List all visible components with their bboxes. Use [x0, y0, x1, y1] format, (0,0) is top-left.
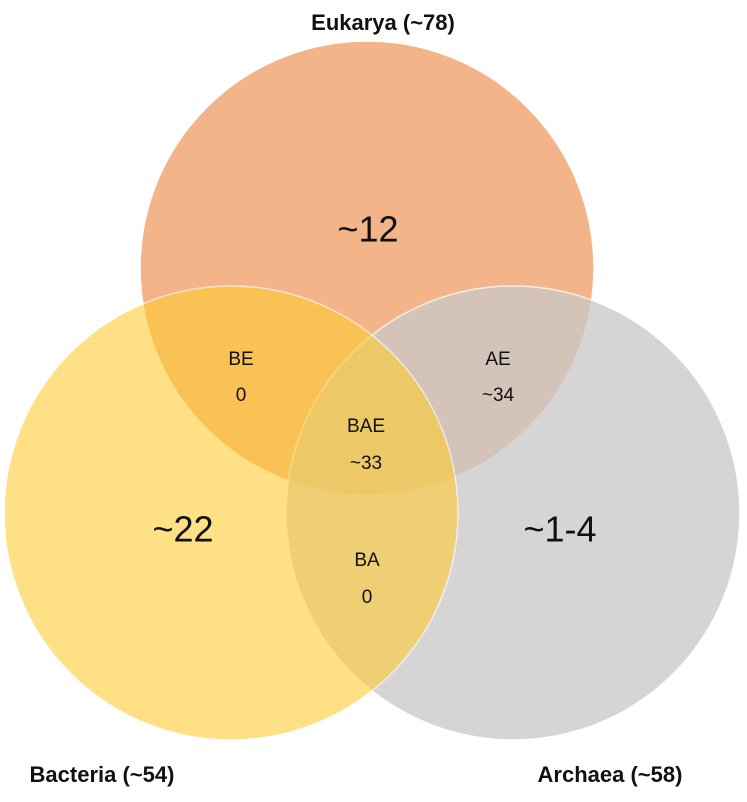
region-value: ~33	[350, 453, 382, 474]
region-label: BE	[228, 349, 253, 370]
region-value: ~34	[482, 385, 515, 406]
region-value: 0	[362, 587, 373, 608]
region-label: BAE	[347, 416, 385, 437]
region-value: ~1-4	[523, 509, 596, 550]
region-value: ~22	[152, 509, 213, 550]
region-value: ~12	[337, 209, 398, 250]
region-label: AE	[485, 349, 510, 370]
region-label: BA	[354, 550, 380, 571]
set-label: Eukarya (~78)	[311, 10, 455, 35]
set-label: Archaea (~58)	[538, 762, 683, 787]
bacteria-circle	[3, 285, 459, 741]
set-label: Bacteria (~54)	[30, 762, 175, 787]
region-value: 0	[236, 385, 247, 406]
